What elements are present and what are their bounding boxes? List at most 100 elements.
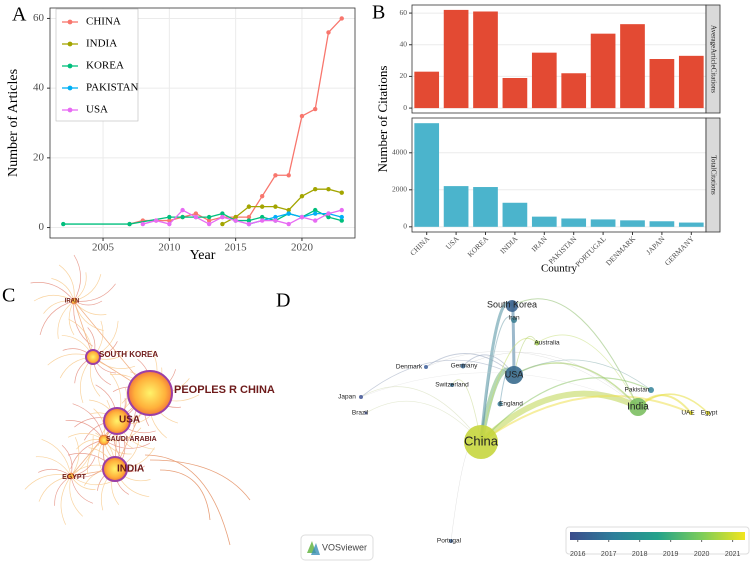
link xyxy=(70,437,80,477)
link xyxy=(462,352,639,408)
link xyxy=(24,474,72,490)
facet-strip xyxy=(705,117,721,233)
legend-label: KOREA xyxy=(86,60,124,72)
data-point xyxy=(313,106,318,112)
node-label: Portugal xyxy=(437,538,462,545)
panel-label: A xyxy=(12,4,27,26)
legend-label: PAKISTAN xyxy=(86,82,139,94)
x-tick-label: 2015 xyxy=(225,242,248,254)
colorbar-tick-label: 2019 xyxy=(663,551,679,558)
data-point xyxy=(339,190,344,195)
link xyxy=(73,300,94,358)
node xyxy=(497,401,503,407)
y-tick-label: 0 xyxy=(403,222,407,231)
link xyxy=(57,300,75,339)
bar xyxy=(414,123,440,227)
data-point xyxy=(246,221,252,227)
link xyxy=(425,351,639,408)
node-label: UAE xyxy=(681,410,695,417)
y-tick-label: 60 xyxy=(400,8,408,17)
x-tick-label: INDIA xyxy=(498,234,520,256)
node xyxy=(85,349,101,365)
link xyxy=(73,283,116,302)
node-label: India xyxy=(627,402,649,413)
x-tick-label: 2005 xyxy=(92,242,115,254)
series-line xyxy=(142,209,342,225)
data-point xyxy=(61,221,66,227)
node-label: EGYPT xyxy=(62,474,86,481)
link xyxy=(536,334,639,408)
data-point xyxy=(339,207,344,213)
link xyxy=(73,300,93,347)
data-point xyxy=(259,214,265,220)
x-axis-label: Year xyxy=(190,248,216,263)
data-point xyxy=(206,214,212,220)
data-point xyxy=(259,193,265,199)
colorbar-tick-label: 2017 xyxy=(601,551,617,558)
y-axis-label: Number of Articles xyxy=(6,69,21,177)
node xyxy=(359,395,363,399)
colorbar-tick-label: 2018 xyxy=(632,551,648,558)
y-tick-label: 40 xyxy=(400,39,408,48)
bar xyxy=(649,59,675,109)
node xyxy=(464,425,498,459)
data-point xyxy=(326,214,331,220)
legend-dot xyxy=(67,107,73,113)
facet-label: TotalCitations xyxy=(709,155,717,195)
x-tick-label: GERMANY xyxy=(663,234,697,268)
colorbar-frame xyxy=(565,526,750,555)
link xyxy=(73,274,102,302)
legend-label: INDIA xyxy=(86,38,117,50)
data-point xyxy=(286,207,291,213)
node-label: China xyxy=(464,433,499,448)
data-point xyxy=(273,173,278,178)
data-point xyxy=(339,218,344,223)
data-point xyxy=(313,218,318,223)
node xyxy=(70,297,78,305)
series-line xyxy=(222,188,342,225)
link xyxy=(144,454,231,546)
bar xyxy=(590,219,616,227)
link xyxy=(510,300,516,376)
node xyxy=(450,383,454,387)
software-name: VOSviewer xyxy=(322,542,367,552)
node-label: Iran xyxy=(508,315,520,322)
data-point xyxy=(286,173,291,178)
data-point xyxy=(233,214,238,220)
link xyxy=(70,435,94,477)
y-tick-label: 0 xyxy=(403,103,407,112)
link xyxy=(149,459,251,501)
logo-icon xyxy=(311,543,320,555)
y-tick-label: 40 xyxy=(33,82,45,94)
link xyxy=(159,469,211,521)
legend-label: USA xyxy=(86,104,108,116)
panel-b: B 0 20 40 60 AverageArticleCitations 0 2000 4000… xyxy=(372,2,721,275)
x-tick-label: PORTUGAL xyxy=(573,234,608,269)
link xyxy=(73,254,81,302)
node xyxy=(67,472,75,480)
data-point xyxy=(220,214,225,220)
node-label: IRAN xyxy=(65,299,80,305)
node-label: Japan xyxy=(338,394,356,401)
y-tick-label: 2000 xyxy=(392,185,407,194)
link xyxy=(513,359,652,391)
bar xyxy=(473,187,498,227)
node-label: SOUTH KOREA xyxy=(99,350,158,359)
colorbar-tick-label: 2016 xyxy=(570,551,586,558)
y-tick-label: 20 xyxy=(400,71,408,80)
data-point xyxy=(167,221,172,227)
data-point xyxy=(233,218,238,223)
data-point xyxy=(286,211,291,216)
bar xyxy=(678,222,704,227)
link xyxy=(38,475,72,502)
x-tick-label: KOREA xyxy=(465,234,490,259)
node-label: USA xyxy=(119,415,140,426)
data-point xyxy=(246,214,252,220)
bar xyxy=(561,218,587,227)
data-point xyxy=(127,221,132,227)
data-point xyxy=(299,113,305,119)
link xyxy=(70,475,94,504)
bar xyxy=(649,221,675,227)
link xyxy=(511,298,639,408)
